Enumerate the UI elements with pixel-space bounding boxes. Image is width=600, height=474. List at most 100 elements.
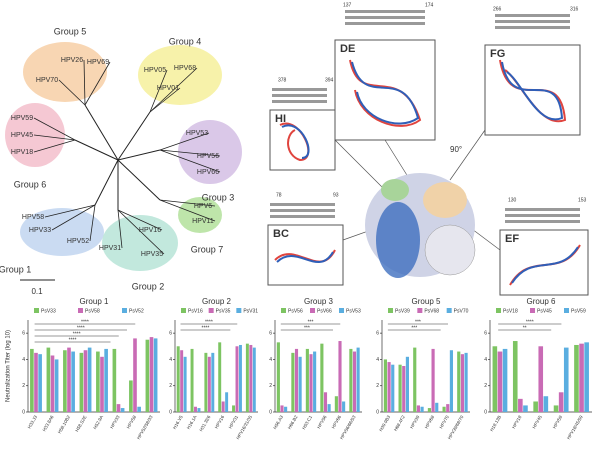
leaf-label: HPV6: [194, 203, 212, 210]
group-ellipse: [20, 208, 104, 256]
x-tick-label: H56.A3: [272, 414, 284, 430]
bar: [309, 354, 313, 412]
x-tick-label: HPV56/66/53: [339, 414, 357, 440]
bar: [79, 352, 84, 412]
y-tick-label: 4: [169, 357, 172, 363]
range-start: 130: [508, 197, 517, 203]
leaf-label: HPV31: [99, 245, 121, 252]
legend-label: PsV53: [346, 308, 361, 314]
leaf-label: HPV59: [11, 115, 33, 122]
group-label: Group 4: [169, 36, 202, 46]
bar: [197, 408, 201, 412]
bar: [204, 352, 208, 412]
significance-label: ****: [81, 319, 89, 325]
bar: [87, 347, 92, 412]
chart-title: Group 3: [304, 297, 333, 306]
y-tick-label: 4: [22, 357, 25, 363]
legend-swatch: [281, 308, 286, 313]
leaf-label: HPV66: [197, 169, 219, 176]
branch: [51, 204, 96, 231]
bar: [238, 344, 242, 412]
chart-title: Group 5: [412, 297, 441, 306]
bar: [338, 341, 342, 412]
group-label: Group 7: [191, 244, 224, 254]
x-tick-label: H31.3E6: [198, 414, 211, 432]
y-tick-label: 6: [376, 330, 379, 336]
bar: [334, 396, 338, 412]
bar: [442, 406, 446, 412]
bar: [54, 359, 59, 412]
branch: [159, 149, 221, 157]
bar: [211, 352, 215, 412]
legend-label: PsV16: [188, 308, 203, 314]
bar: [50, 355, 55, 412]
bar: [405, 356, 409, 412]
bar: [502, 348, 508, 412]
significance-label: ****: [205, 319, 213, 325]
range-start: 378: [278, 77, 287, 83]
branch: [33, 117, 76, 141]
legend-label: PsV31: [243, 308, 258, 314]
branch: [33, 139, 76, 153]
significance-label: **: [523, 325, 527, 331]
group-label: Group 5: [54, 26, 87, 36]
bar: [383, 359, 387, 412]
branch: [159, 132, 210, 151]
bar: [543, 396, 549, 412]
leaf-label: HPV05: [144, 67, 166, 74]
bar: [225, 392, 229, 412]
x-tick-label: H58.10B2: [57, 414, 72, 434]
legend-label: PsV70: [454, 308, 469, 314]
bar: [298, 356, 302, 412]
bar: [523, 405, 528, 412]
bar: [149, 337, 154, 412]
leaf-label: HPV33: [29, 227, 51, 234]
x-tick-label: H58.S2E: [74, 415, 87, 433]
legend-label: PsV59: [571, 308, 586, 314]
bar: [245, 343, 249, 412]
x-tick-label: HPV58: [126, 414, 138, 429]
bar: [446, 404, 450, 412]
x-tick-label: HPV39: [409, 414, 421, 429]
bar: [492, 346, 498, 412]
branch: [159, 199, 216, 207]
branch: [117, 209, 123, 249]
bar: [180, 350, 184, 412]
range-end: 153: [578, 197, 587, 203]
bar: [457, 351, 461, 412]
branch: [33, 134, 76, 141]
bar: [538, 346, 544, 412]
bar: [584, 342, 589, 412]
bar: [323, 392, 328, 412]
branch: [89, 204, 96, 242]
bar: [574, 344, 579, 412]
x-tick-label: HPV52/58/33: [136, 414, 154, 440]
legend-swatch: [208, 308, 214, 313]
y-tick-label: 2: [22, 383, 25, 389]
y-tick-label: 0: [22, 409, 25, 415]
branch: [44, 204, 96, 218]
bar: [313, 351, 317, 412]
branch: [117, 149, 161, 161]
bar: [252, 347, 256, 412]
legend-swatch: [530, 308, 535, 313]
legend-swatch: [34, 308, 39, 313]
x-tick-label: HPV68: [424, 414, 436, 429]
bar-charts: Group 1 PsV33 PsV58 PsV52 0 2 4 6 Neutralization…: [6, 297, 592, 440]
bar: [512, 341, 518, 412]
significance-label: ***: [415, 319, 421, 325]
legend-swatch: [78, 308, 83, 313]
bar: [398, 364, 402, 412]
leaf-label: HPV01: [157, 85, 179, 92]
y-tick-label: 6: [22, 330, 25, 336]
bar: [67, 347, 71, 412]
x-tick-label: HPV39/68/70: [447, 414, 465, 440]
significance-label: ****: [69, 337, 77, 343]
y-axis-label: Neutralization Titer (log 10): [6, 330, 12, 402]
y-tick-label: 4: [484, 357, 487, 363]
bar: [112, 348, 117, 412]
bar: [46, 347, 51, 412]
legend-swatch: [181, 308, 186, 313]
range-end: 316: [570, 6, 579, 12]
